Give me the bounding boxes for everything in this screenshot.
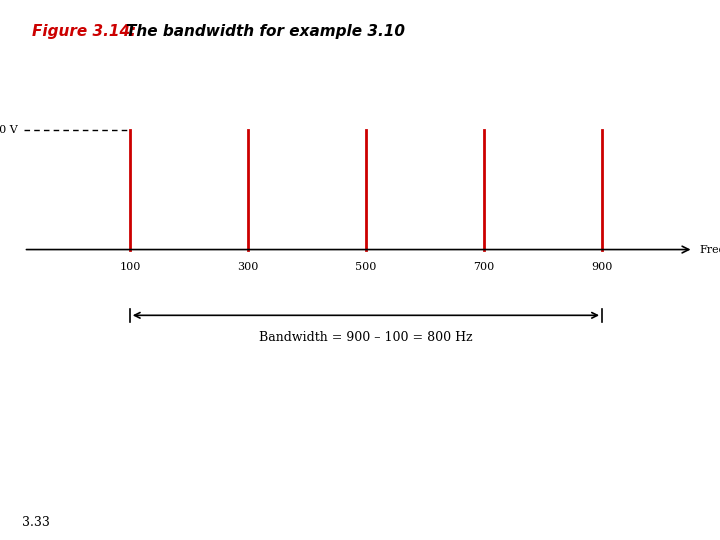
Text: Frequency: Frequency [699,245,720,254]
Text: 100: 100 [119,261,140,272]
Text: 500: 500 [355,261,377,272]
Text: 900: 900 [591,261,613,272]
Text: 10 V: 10 V [0,125,18,135]
Text: 300: 300 [237,261,258,272]
Text: The bandwidth for example 3.10: The bandwidth for example 3.10 [126,24,405,39]
Text: 700: 700 [473,261,495,272]
Text: 3.33: 3.33 [22,516,50,529]
Text: Figure 3.14:: Figure 3.14: [32,24,137,39]
Text: Bandwidth = 900 – 100 = 800 Hz: Bandwidth = 900 – 100 = 800 Hz [259,331,473,344]
